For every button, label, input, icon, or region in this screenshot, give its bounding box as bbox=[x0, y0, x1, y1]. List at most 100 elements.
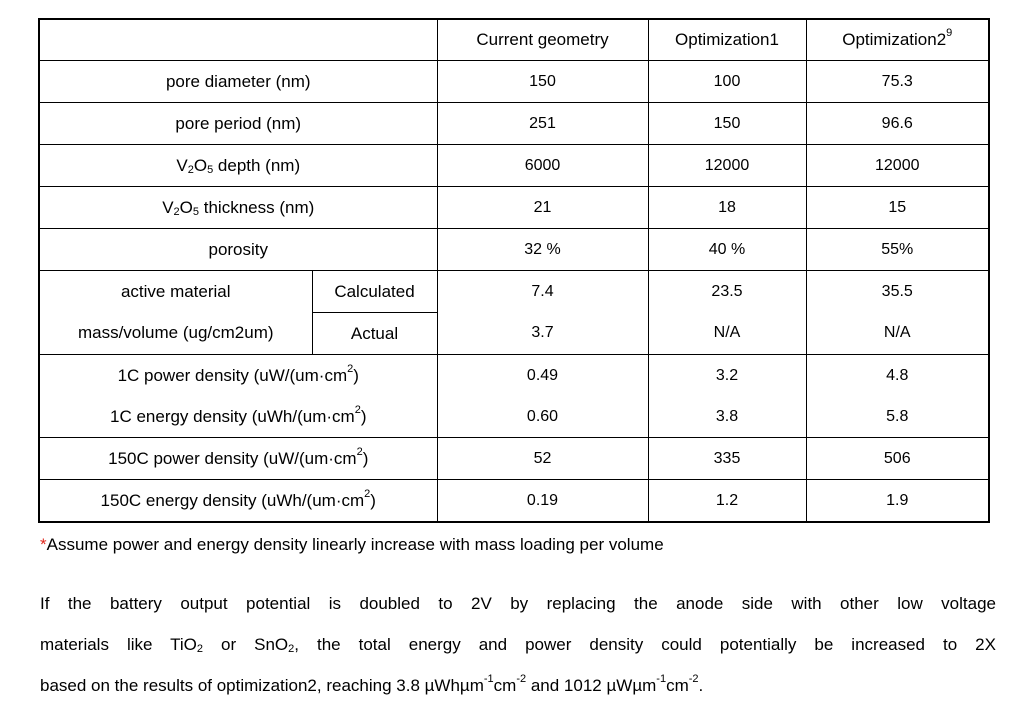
subscript: 2 bbox=[196, 643, 204, 655]
row-label: V2O5 thickness (nm) bbox=[38, 186, 438, 229]
row-label: 150C power density (uW/(um·cm2) bbox=[38, 437, 438, 480]
text-run: materials like TiO bbox=[40, 635, 197, 654]
table-cell: 6000 bbox=[436, 144, 649, 187]
table-cell: 506 bbox=[805, 437, 990, 480]
superscript: -2 bbox=[688, 673, 699, 686]
text-run: , the total energy and power density cou… bbox=[294, 635, 996, 654]
table-row: pore period (nm) 251 150 96.6 bbox=[38, 102, 990, 145]
label-part: depth (nm) bbox=[213, 155, 301, 175]
label-part: 1C energy density (uWh/(um·cm bbox=[110, 406, 355, 426]
row-label: V2O5 depth (nm) bbox=[38, 144, 438, 187]
row-label: pore diameter (nm) bbox=[38, 60, 438, 103]
table-cell: 5.8 bbox=[805, 396, 990, 438]
table-row: 150C energy density (uWh/(um·cm2) 0.19 1… bbox=[38, 479, 990, 523]
header-optimization2-ref: 9 bbox=[946, 27, 953, 40]
label-superscript: 2 bbox=[354, 403, 361, 416]
table-cell: 335 bbox=[647, 437, 807, 480]
row-label: 1C power density (uW/(um·cm2) bbox=[38, 354, 438, 396]
paragraph-line-2: materials like TiO2 or SnO2, the total e… bbox=[40, 624, 996, 665]
table-cell: N/A bbox=[805, 312, 990, 355]
superscript: -2 bbox=[516, 673, 527, 686]
paragraph-line-3: based on the results of optimization2, r… bbox=[40, 665, 996, 706]
table-row: 1C energy density (uWh/(um·cm2) 0.60 3.8… bbox=[38, 396, 990, 438]
table-cell: 4.8 bbox=[805, 354, 990, 396]
paragraph-line-1: If the battery output potential is doubl… bbox=[40, 594, 996, 613]
table-cell: 15 bbox=[805, 186, 990, 229]
table-cell: 12000 bbox=[805, 144, 990, 187]
table-footnote: *Assume power and energy density linearl… bbox=[40, 535, 664, 555]
label-superscript: 2 bbox=[347, 362, 354, 375]
label-part: V bbox=[176, 155, 188, 175]
row-label: 1C energy density (uWh/(um·cm2) bbox=[38, 396, 438, 438]
subscript: 2 bbox=[288, 643, 295, 655]
label-superscript: 2 bbox=[364, 487, 371, 500]
superscript: -1 bbox=[483, 673, 494, 686]
header-optimization1: Optimization1 bbox=[647, 18, 807, 61]
table-cell: 75.3 bbox=[805, 60, 990, 103]
row-label: pore period (nm) bbox=[38, 102, 438, 145]
label-part: O bbox=[179, 197, 193, 217]
row-label: 150C energy density (uWh/(um·cm2) bbox=[38, 479, 438, 523]
table-cell: 21 bbox=[436, 186, 649, 229]
label-part: 150C energy density (uWh/(um·cm bbox=[100, 490, 365, 510]
label-subscript: 5 bbox=[192, 205, 200, 218]
table-row: mass/volume (ug/cm2um) Actual 3.7 N/A N/… bbox=[38, 312, 990, 355]
table-cell: 100 bbox=[647, 60, 807, 103]
table-row: pore diameter (nm) 150 100 75.3 bbox=[38, 60, 990, 103]
text-run: or SnO bbox=[203, 635, 289, 654]
header-optimization2: Optimization29 bbox=[805, 18, 990, 61]
label-part: O bbox=[193, 155, 208, 175]
table-cell: 55% bbox=[805, 228, 990, 271]
row-sublabel: Actual bbox=[311, 312, 438, 355]
table-row: 150C power density (uW/(um·cm2) 52 335 5… bbox=[38, 437, 990, 480]
header-current-geometry: Current geometry bbox=[436, 18, 649, 61]
text-run: and 1012 µWµm bbox=[526, 676, 657, 695]
header-empty-cell bbox=[38, 18, 438, 61]
table-cell: N/A bbox=[647, 312, 807, 355]
table-cell: 150 bbox=[647, 102, 807, 145]
table-cell: 12000 bbox=[647, 144, 807, 187]
table-cell: 3.8 bbox=[647, 396, 807, 438]
label-subscript: 5 bbox=[207, 163, 214, 176]
footnote-asterisk: * bbox=[40, 535, 47, 554]
table-cell: 40 % bbox=[647, 228, 807, 271]
table-cell: 0.60 bbox=[436, 396, 649, 438]
table-row: V2O5 depth (nm) 6000 12000 12000 bbox=[38, 144, 990, 187]
table-row: porosity 32 % 40 % 55% bbox=[38, 228, 990, 271]
label-part: ) bbox=[362, 448, 369, 468]
table-cell: 3.2 bbox=[647, 354, 807, 396]
label-subscript: 2 bbox=[187, 163, 194, 176]
text-run: . bbox=[698, 676, 704, 695]
text-run: cm bbox=[666, 676, 689, 695]
label-part: ) bbox=[353, 365, 359, 385]
label-superscript: 2 bbox=[356, 445, 363, 458]
table-row: 1C power density (uW/(um·cm2) 0.49 3.2 4… bbox=[38, 354, 990, 396]
label-part: 150C power density (uW/(um·cm bbox=[108, 448, 357, 468]
results-table: Current geometry Optimization1 Optimizat… bbox=[38, 18, 990, 523]
row-label: porosity bbox=[38, 228, 438, 271]
footnote-text: Assume power and energy density linearly… bbox=[46, 535, 664, 554]
row-label: mass/volume (ug/cm2um) bbox=[38, 312, 313, 355]
table-cell: 7.4 bbox=[436, 270, 649, 313]
table-cell: 52 bbox=[436, 437, 649, 480]
label-part: thickness (nm) bbox=[199, 197, 315, 217]
superscript: -1 bbox=[656, 673, 667, 686]
text-run: based on the results of optimization2, r… bbox=[40, 676, 484, 695]
table-cell: 18 bbox=[647, 186, 807, 229]
table-cell: 3.7 bbox=[436, 312, 649, 355]
table-cell: 23.5 bbox=[647, 270, 807, 313]
row-label: active material bbox=[38, 270, 313, 313]
table-cell: 96.6 bbox=[805, 102, 990, 145]
table-header-row: Current geometry Optimization1 Optimizat… bbox=[38, 18, 990, 61]
table-cell: 150 bbox=[436, 60, 649, 103]
table-row: active material Calculated 7.4 23.5 35.5 bbox=[38, 270, 990, 313]
text-run: cm bbox=[493, 676, 517, 695]
table-row: V2O5 thickness (nm) 21 18 15 bbox=[38, 186, 990, 229]
label-part: V bbox=[162, 197, 174, 217]
row-sublabel: Calculated bbox=[311, 270, 438, 313]
table-cell: 1.2 bbox=[647, 479, 807, 523]
label-part: ) bbox=[370, 490, 376, 510]
table-cell: 35.5 bbox=[805, 270, 990, 313]
table-cell: 0.49 bbox=[436, 354, 649, 396]
label-subscript: 2 bbox=[173, 205, 180, 218]
